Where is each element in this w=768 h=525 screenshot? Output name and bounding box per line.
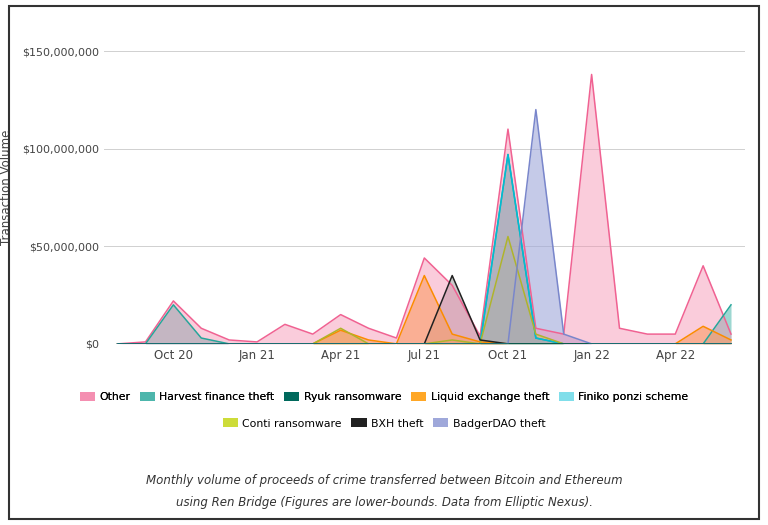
Y-axis label: Transaction Volume: Transaction Volume (1, 130, 14, 245)
Legend: Conti ransomware, BXH theft, BadgerDAO theft: Conti ransomware, BXH theft, BadgerDAO t… (218, 414, 550, 433)
Legend: Other, Harvest finance theft, Ryuk ransomware, Liquid exchange theft, Finiko pon: Other, Harvest finance theft, Ryuk ranso… (75, 388, 693, 407)
Text: Monthly volume of proceeds of crime transferred between Bitcoin and Ethereum: Monthly volume of proceeds of crime tran… (146, 474, 622, 487)
Text: using Ren Bridge (Figures are lower-bounds. Data from Elliptic Nexus).: using Ren Bridge (Figures are lower-boun… (176, 496, 592, 509)
